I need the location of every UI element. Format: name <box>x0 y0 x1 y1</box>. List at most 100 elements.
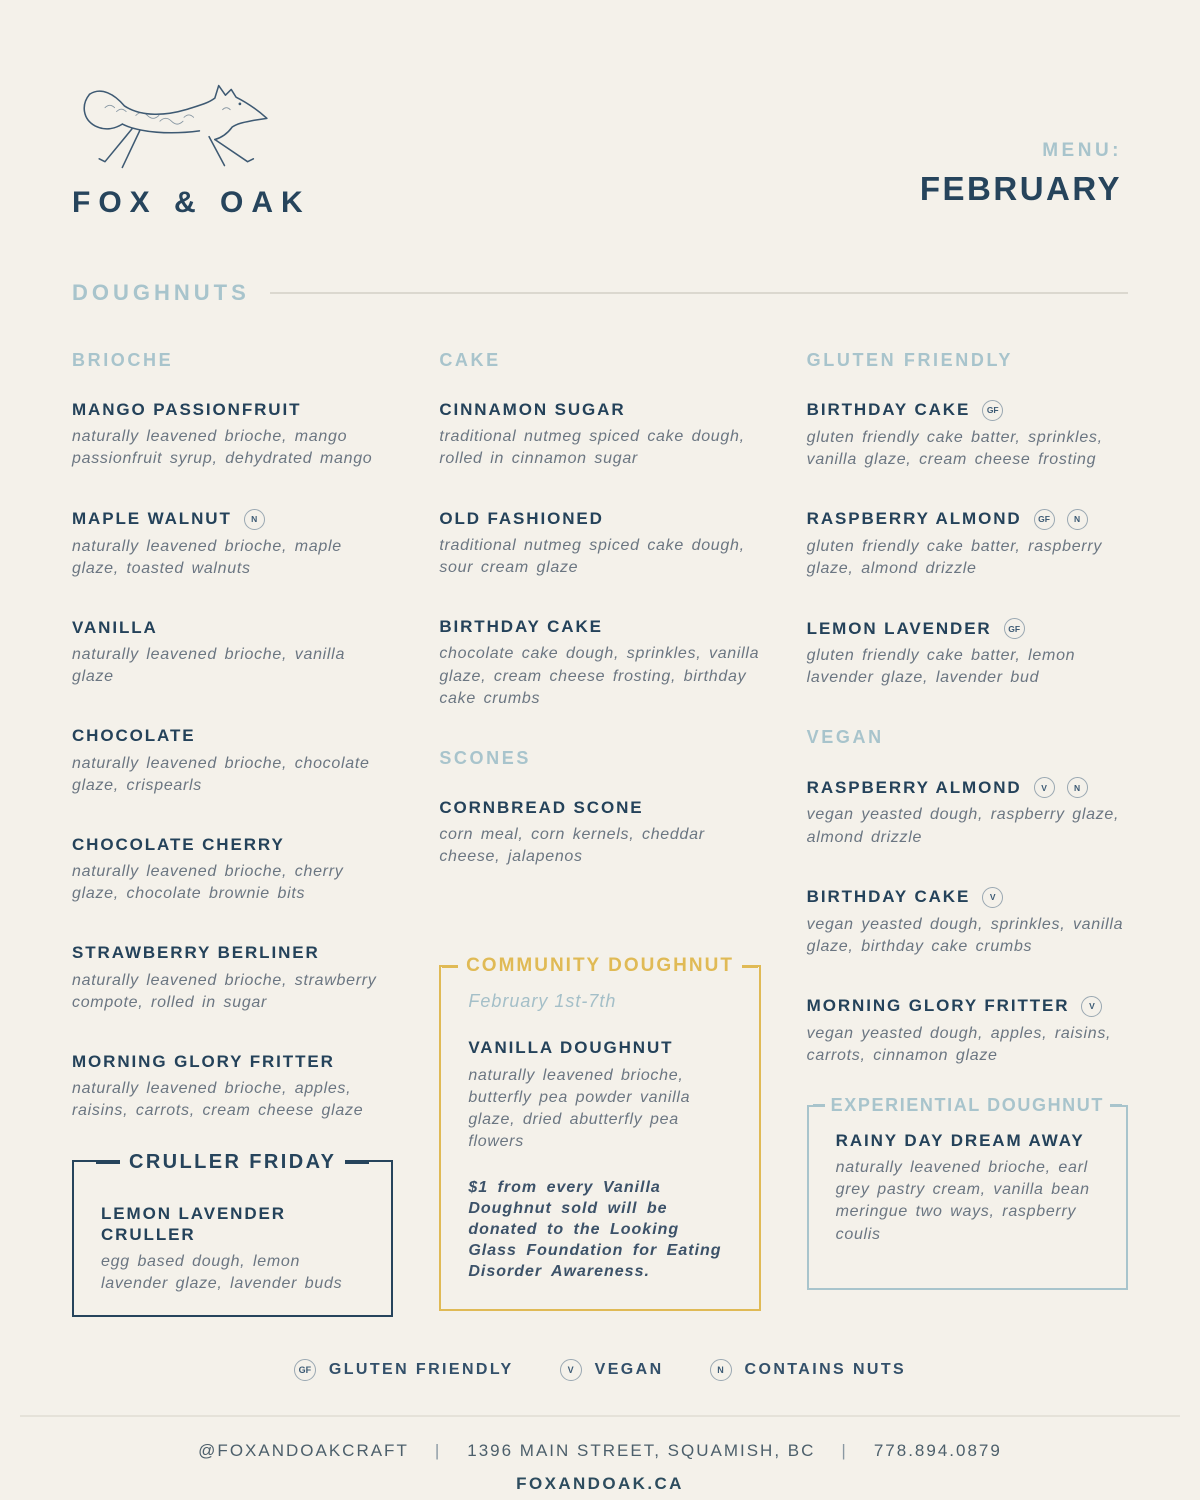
menu-column-glutenfriendly-vegan: GLUTEN FRIENDLY BIRTHDAY CAKE GF gluten fri… <box>806 350 1128 1317</box>
item-description: egg based dough, lemon lavender glaze, l… <box>101 1253 343 1293</box>
item-name-row: STRAWBERRY BERLINER <box>72 943 393 963</box>
item-name-row: MAPLE WALNUT N <box>72 508 393 530</box>
item-description: chocolate cake dough, sprinkles, vanilla… <box>439 645 760 707</box>
item-description: traditional nutmeg spiced cake dough, ro… <box>439 428 745 468</box>
item-description: naturally leavened brioche, butterfly pe… <box>468 1066 691 1150</box>
item-description: naturally leavened brioche, vanilla glaz… <box>72 646 346 686</box>
header-rule <box>269 292 1128 294</box>
dietary-legend: GF GLUTEN FRIENDLY V VEGAN N CONTAINS NU… <box>72 1359 1128 1382</box>
item-description: naturally leavened brioche, strawberry c… <box>72 971 377 1011</box>
legend-label: CONTAINS NUTS <box>744 1361 907 1379</box>
title-dash <box>345 1160 370 1164</box>
menu-item: VANILLA naturally leavened brioche, vanil… <box>72 618 393 689</box>
feature-box-header: CRULLER FRIDAY <box>74 1149 391 1176</box>
item-name-row: CHOCOLATE <box>72 726 393 746</box>
menu-column-cake-scones: CAKE CINNAMON SUGAR traditional nutmeg spi… <box>439 350 761 1317</box>
item-description: vegan yeasted dough, apples, raisins, ca… <box>806 1024 1112 1064</box>
title-dash <box>96 1160 120 1164</box>
item-name: RASPBERRY ALMOND <box>806 777 1022 797</box>
vegan-badge-icon: V <box>1081 995 1103 1017</box>
street-address: 1396 MAIN STREET, SQUAMISH, BC <box>467 1441 816 1461</box>
item-name-row: VANILLA DOUGHNUT <box>468 1038 736 1058</box>
item-name-row: CHOCOLATE CHERRY <box>72 835 393 855</box>
item-name: RASPBERRY ALMOND <box>806 509 1022 529</box>
instagram-handle: @FOXANDOAKCRAFT <box>198 1441 409 1461</box>
item-name: STRAWBERRY BERLINER <box>72 943 320 963</box>
item-description: naturally leavened brioche, earl grey pa… <box>835 1159 1090 1243</box>
legend-item-contains-nuts: N CONTAINS NUTS <box>709 1359 907 1382</box>
section-label: VEGAN <box>806 727 884 748</box>
brand-logo: FOX & OAK <box>72 0 1128 220</box>
section-label: SCONES <box>439 747 531 768</box>
item-description: gluten friendly cake batter, raspberry g… <box>806 538 1103 578</box>
separator: | <box>434 1441 442 1461</box>
item-name: MORNING GLORY FRITTER <box>72 1051 335 1071</box>
menu-item: MORNING GLORY FRITTER naturally leavened … <box>72 1052 393 1123</box>
item-name: MORNING GLORY FRITTER <box>806 996 1070 1016</box>
item-description: gluten friendly cake batter, lemon laven… <box>806 647 1076 687</box>
item-name: VANILLA DOUGHNUT <box>468 1038 674 1058</box>
menu-grid: BRIOCHE MANGO PASSIONFRUIT naturally leave… <box>72 350 1128 1318</box>
legend-item-vegan: V VEGAN <box>559 1359 664 1382</box>
feature-box-header: EXPERIENTIAL DOUGHNUT <box>809 1093 1126 1118</box>
section-label: CAKE <box>439 350 501 370</box>
menu-item: RAINY DAY DREAM AWAY naturally leavened b… <box>836 1131 1104 1246</box>
menu-column-brioche: BRIOCHE MANGO PASSIONFRUIT naturally leave… <box>72 350 394 1318</box>
website-url: FOXANDOAK.CA <box>516 1474 684 1494</box>
item-name-row: BIRTHDAY CAKE V <box>807 886 1128 908</box>
running-fox-icon <box>83 84 268 169</box>
item-name-row: RASPBERRY ALMOND GF N <box>806 509 1128 531</box>
item-description: naturally leavened brioche, maple glaze,… <box>72 537 342 577</box>
menu-label: MENU: <box>1042 140 1122 161</box>
item-description: vegan yeasted dough, raspberry glaze, al… <box>806 806 1120 846</box>
item-description: naturally leavened brioche, mango passio… <box>72 428 373 468</box>
nuts-badge-icon: N <box>243 508 265 530</box>
footer-contact-line: @FOXANDOAKCRAFT | 1396 MAIN STREET, SQUA… <box>72 1441 1128 1461</box>
item-description: corn meal, corn kernels, cheddar cheese,… <box>439 826 705 866</box>
vegan-badge-icon: V <box>559 1359 582 1382</box>
menu-month-tag: MENU: FEBRUARY <box>920 140 1122 208</box>
item-name-row: VANILLA <box>72 618 393 638</box>
item-name-row: CINNAMON SUGAR <box>439 400 760 420</box>
gf-badge-icon: GF <box>1003 618 1025 640</box>
item-name: BIRTHDAY CAKE <box>806 400 971 420</box>
item-name-row: BIRTHDAY CAKE GF <box>807 400 1128 421</box>
box-date-subtitle: February 1st-7th <box>468 991 617 1012</box>
title-dash <box>1109 1104 1122 1108</box>
gf-badge-icon: GF <box>982 400 1004 421</box>
item-name-row: BIRTHDAY CAKE <box>439 617 760 637</box>
menu-item: OLD FASHIONED traditional nutmeg spiced c… <box>439 509 760 580</box>
experiential-doughnut-box: EXPERIENTIAL DOUGHNUT RAINY DAY DREAM AWA… <box>806 1093 1128 1290</box>
section-label: BRIOCHE <box>72 350 174 370</box>
item-name: CHOCOLATE <box>72 726 196 746</box>
community-doughnut-box: COMMUNITY DOUGHNUT February 1st-7th VANILL… <box>439 954 761 1311</box>
item-description: gluten friendly cake batter, sprinkles, … <box>806 429 1103 469</box>
item-name: CORNBREAD SCONE <box>439 797 644 817</box>
item-description: naturally leavened brioche, apples, rais… <box>72 1080 364 1120</box>
item-name-row: MORNING GLORY FRITTER <box>72 1052 393 1072</box>
legend-label: GLUTEN FRIENDLY <box>328 1361 514 1379</box>
title-dash <box>442 965 459 969</box>
footer: @FOXANDOAKCRAFT | 1396 MAIN STREET, SQUA… <box>72 1441 1128 1494</box>
item-name-row: RAINY DAY DREAM AWAY <box>836 1131 1104 1151</box>
feature-box-title: EXPERIENTIAL DOUGHNUT <box>824 1093 1110 1118</box>
footer-divider <box>20 1415 1180 1418</box>
item-name-row: LEMON LAVENDER CRULLER <box>101 1204 369 1245</box>
section-label: GLUTEN FRIENDLY <box>806 350 1013 370</box>
separator: | <box>841 1441 848 1461</box>
gf-badge-icon: GF <box>1033 509 1055 531</box>
menu-item: BIRTHDAY CAKE GF gluten friendly cake batt… <box>807 400 1128 471</box>
vegan-badge-icon: V <box>982 886 1004 908</box>
menu-item: LEMON LAVENDER GF gluten friendly cake bat… <box>807 618 1128 689</box>
item-name: CINNAMON SUGAR <box>439 400 626 419</box>
doughnuts-title: DOUGHNUTS <box>72 280 250 305</box>
menu-item: MAPLE WALNUT N naturally leavened brioche,… <box>72 508 393 580</box>
brand-name: FOX & OAK <box>72 186 311 219</box>
item-name: CHOCOLATE CHERRY <box>72 834 285 854</box>
legend-label: VEGAN <box>594 1361 664 1379</box>
item-description: naturally leavened brioche, chocolate gl… <box>72 754 370 794</box>
